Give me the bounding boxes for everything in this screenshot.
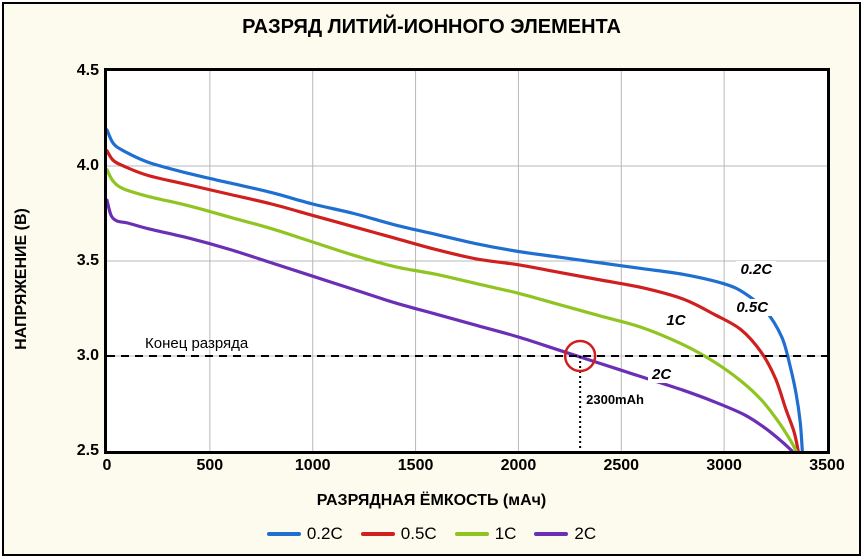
plot-svg xyxy=(107,71,827,451)
marker-label: 2300mAh xyxy=(586,392,644,407)
x-tick-label: 500 xyxy=(196,457,223,475)
y-tick-label: 4.5 xyxy=(77,62,99,80)
chart-frame: РАЗРЯД ЛИТИЙ-ИОННОГО ЭЛЕМЕНТА НАПРЯЖЕНИЕ… xyxy=(2,2,861,556)
y-tick-label: 2.5 xyxy=(77,442,99,460)
series-1C xyxy=(107,170,796,451)
x-tick-label: 3500 xyxy=(809,457,845,475)
y-tick-label: 3.0 xyxy=(77,347,99,365)
x-tick-label: 1000 xyxy=(295,457,331,475)
x-axis-label: РАЗРЯДНАЯ ЁМКОСТЬ (мАч) xyxy=(4,492,859,510)
plot-area: 05001000150020002500300035002.53.03.54.0… xyxy=(104,68,830,454)
y-axis-label: НАПРЯЖЕНИЕ (В) xyxy=(13,208,31,350)
series-label: 2C xyxy=(648,366,675,383)
x-tick-label: 2500 xyxy=(603,457,639,475)
series-label: 0.5C xyxy=(732,299,772,316)
legend-swatch xyxy=(361,532,395,536)
legend-item: 2C xyxy=(534,524,596,544)
legend-swatch xyxy=(455,532,489,536)
chart-title: РАЗРЯД ЛИТИЙ-ИОННОГО ЭЛЕМЕНТА xyxy=(4,16,859,39)
x-tick-label: 3000 xyxy=(706,457,742,475)
series-label: 1C xyxy=(662,312,689,329)
end-of-discharge-label: Конец разряда xyxy=(145,335,248,352)
series-0.2C xyxy=(107,130,802,451)
legend-swatch xyxy=(267,532,301,536)
x-tick-label: 0 xyxy=(103,457,112,475)
y-tick-label: 3.5 xyxy=(77,252,99,270)
y-tick-label: 4.0 xyxy=(77,157,99,175)
legend-label: 1C xyxy=(495,524,517,544)
legend-label: 0.5C xyxy=(401,524,437,544)
legend-label: 2C xyxy=(574,524,596,544)
x-tick-label: 2000 xyxy=(501,457,537,475)
series-label: 0.2C xyxy=(736,261,776,278)
legend-item: 0.2C xyxy=(267,524,343,544)
legend-swatch xyxy=(534,532,568,536)
legend-item: 1C xyxy=(455,524,517,544)
x-tick-label: 1500 xyxy=(398,457,434,475)
legend-label: 0.2C xyxy=(307,524,343,544)
series-0.5C xyxy=(107,151,798,451)
legend: 0.2C 0.5C 1C 2C xyxy=(4,524,859,544)
legend-item: 0.5C xyxy=(361,524,437,544)
